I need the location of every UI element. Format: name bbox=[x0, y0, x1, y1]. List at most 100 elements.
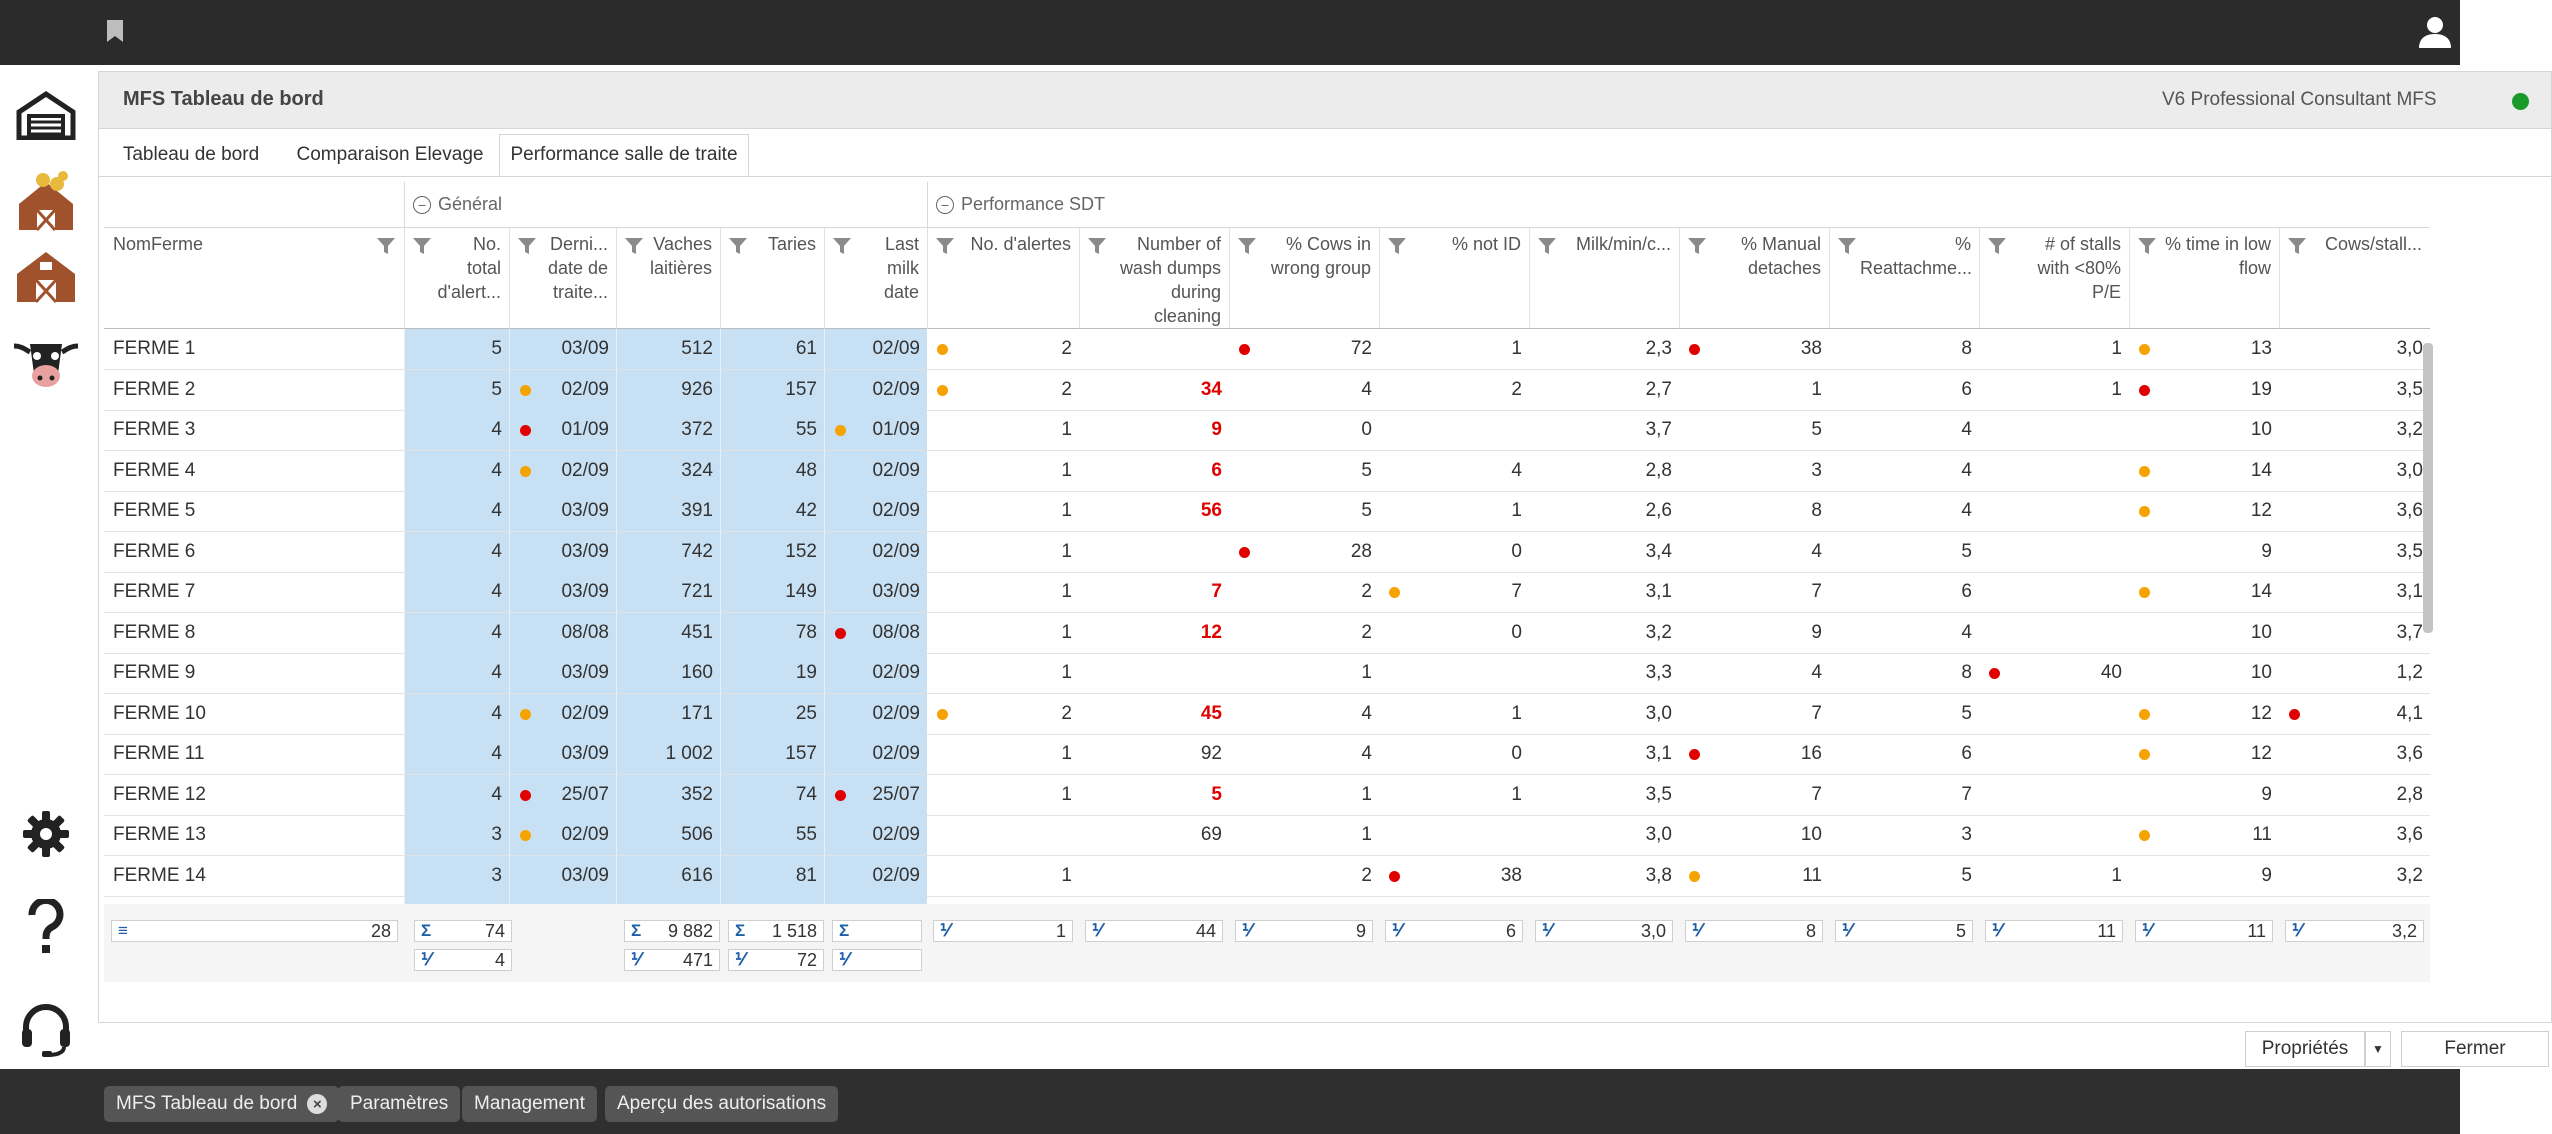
group-performance-sdt-label: Performance SDT bbox=[961, 194, 1106, 214]
table-row[interactable]: FERME 15302/093243502/0916313,1126114,6 bbox=[104, 896, 2430, 904]
filter-icon[interactable] bbox=[412, 236, 432, 262]
table-cell: 2 bbox=[927, 329, 1079, 369]
vertical-scrollbar[interactable] bbox=[2423, 343, 2433, 633]
column-header-label: No. total d'alert... bbox=[437, 234, 501, 302]
cell-value: 3,2 bbox=[1645, 621, 1672, 643]
column-header-2[interactable]: Derni... date de traite... bbox=[509, 228, 616, 329]
cell-value: 2,7 bbox=[1645, 378, 1672, 400]
filter-icon[interactable] bbox=[1087, 236, 1107, 262]
tab-performance-salle-de-traite[interactable]: Performance salle de traite bbox=[499, 134, 749, 176]
footer-avg-sdt-7: ⅟ 11 bbox=[1985, 920, 2123, 942]
column-header-15[interactable]: Cows/stall... bbox=[2279, 228, 2430, 329]
table-row[interactable]: FERME 6 4 03/09 742 152 02/09 1 28 0 3,4 4 5 9 3,5 bbox=[104, 531, 2430, 573]
cell-value: 157 bbox=[785, 743, 817, 764]
task-mfs-tableau-de-bord[interactable]: MFS Tableau de bord × bbox=[104, 1086, 340, 1122]
filter-icon[interactable] bbox=[2137, 236, 2157, 262]
table-cell: 4 bbox=[404, 693, 509, 734]
filter-icon[interactable] bbox=[517, 236, 537, 262]
table-row[interactable]: FERME 1 5 03/09 512 61 02/09 2 72 1 2,3 38 8 1 13 3,0 bbox=[104, 329, 2430, 370]
filter-icon[interactable] bbox=[935, 236, 955, 262]
cell-value: 12 bbox=[2250, 702, 2272, 724]
red-alert-dot bbox=[835, 627, 846, 639]
table-row[interactable]: FERME 8 4 08/08 451 78 08/08 1 12 2 0 3,2 9 4 10 3,7 bbox=[104, 612, 2430, 654]
tab-tableau-de-bord[interactable]: Tableau de bord bbox=[122, 144, 260, 165]
column-header-1[interactable]: No. total d'alert... bbox=[404, 228, 509, 329]
cell-value: 12 bbox=[2250, 500, 2272, 521]
cow-icon[interactable] bbox=[10, 325, 82, 397]
column-header-6[interactable]: No. d'alertes bbox=[927, 228, 1079, 329]
farm-icon[interactable] bbox=[10, 240, 82, 312]
average-icon: ⅟ bbox=[1242, 921, 1252, 940]
cell-value: 6 bbox=[1961, 581, 1972, 602]
table-cell: 12 bbox=[1679, 896, 1829, 904]
column-header-8[interactable]: % Cows in wrong group bbox=[1229, 228, 1379, 329]
table-row[interactable]: FERME 10 4 02/09 171 25 02/09 2 45 4 1 3,0 7 5 12 4,1 bbox=[104, 693, 2430, 735]
column-header-7[interactable]: Number of wash dumps during cleaning bbox=[1079, 228, 1229, 329]
table-row[interactable]: FERME 9 4 03/09 160 19 02/09 1 1 3,3 4 8 40 10 1,2 bbox=[104, 653, 2430, 694]
filter-icon[interactable] bbox=[728, 236, 748, 262]
farm-name-cell: FERME 3 bbox=[104, 410, 404, 450]
cell-value: 02/09 bbox=[561, 824, 609, 845]
filter-icon[interactable] bbox=[376, 236, 396, 262]
table-row[interactable]: FERME 14 3 03/09 616 81 02/09 1 2 38 3,8 11 5 1 9 3,2 bbox=[104, 855, 2430, 897]
properties-dropdown-button[interactable]: ▼ bbox=[2365, 1031, 2391, 1067]
group-performance-sdt[interactable]: − Performance SDT bbox=[927, 182, 2430, 227]
table-row[interactable]: FERME 2 5 02/09 926 157 02/09 2 34 4 2 2,7 1 6 1 19 3,5 bbox=[104, 369, 2430, 411]
gear-icon[interactable] bbox=[10, 798, 82, 870]
collapse-icon[interactable]: − bbox=[936, 195, 954, 214]
column-header-label: % time in low flow bbox=[2164, 234, 2271, 278]
column-header-4[interactable]: Taries bbox=[720, 228, 824, 329]
column-header-12[interactable]: % Reattachme... bbox=[1829, 228, 1979, 329]
filter-icon[interactable] bbox=[2287, 236, 2307, 262]
task-parametres[interactable]: Paramètres bbox=[338, 1086, 461, 1122]
column-header-10[interactable]: Milk/min/c... bbox=[1529, 228, 1679, 329]
filter-icon[interactable] bbox=[832, 236, 852, 262]
table-cell: 02/09 bbox=[509, 693, 616, 734]
column-header-0[interactable]: NomFerme bbox=[104, 228, 404, 329]
properties-button[interactable]: Propriétés bbox=[2245, 1031, 2365, 1067]
collapse-icon[interactable]: − bbox=[413, 195, 431, 214]
bookmark-icon[interactable] bbox=[106, 19, 124, 48]
table-row[interactable]: FERME 11 4 03/09 1 002 157 02/09 1 92 4 0 3,1 16 6 12… bbox=[104, 734, 2430, 775]
table-cell: 11 bbox=[1679, 856, 1829, 896]
filter-icon[interactable] bbox=[1687, 236, 1707, 262]
tab-comparaison-elevage[interactable]: Comparaison Elevage bbox=[296, 144, 484, 165]
filter-icon[interactable] bbox=[1837, 236, 1857, 262]
task-apercu-autorisations[interactable]: Aperçu des autorisations bbox=[605, 1086, 839, 1122]
barn-icon[interactable] bbox=[10, 79, 82, 151]
table-cell bbox=[1979, 815, 2129, 855]
red-alert-dot bbox=[835, 789, 846, 801]
cell-value: 1 bbox=[2111, 378, 2122, 400]
column-header-11[interactable]: % Manual detaches bbox=[1679, 228, 1829, 329]
table-row[interactable]: FERME 3 4 01/09 372 55 01/09 1 9 0 3,7 5 4 10 3,2 bbox=[104, 410, 2430, 451]
table-row[interactable]: FERME 12 4 25/07 352 74 25/07 1 5 1 1 3,5 7 7 9 2,8 bbox=[104, 774, 2430, 816]
cell-value: 02/09 bbox=[872, 338, 920, 359]
filter-icon[interactable] bbox=[1387, 236, 1407, 262]
filter-icon[interactable] bbox=[624, 236, 644, 262]
table-row[interactable]: FERME 5 4 03/09 391 42 02/09 1 56 5 1 2,6 8 4 12 3,6 bbox=[104, 491, 2430, 532]
column-header-9[interactable]: % not ID bbox=[1379, 228, 1529, 329]
user-icon[interactable] bbox=[2418, 16, 2452, 53]
column-header-5[interactable]: Last milk date bbox=[824, 228, 927, 329]
filter-icon[interactable] bbox=[1237, 236, 1257, 262]
close-button[interactable]: Fermer bbox=[2401, 1031, 2549, 1067]
task-management[interactable]: Management bbox=[462, 1086, 597, 1122]
table-row[interactable]: FERME 7 4 03/09 721 149 03/09 1 7 2 7 3,1 7 6 14 3,1 bbox=[104, 572, 2430, 613]
table-cell bbox=[1079, 856, 1229, 896]
help-icon[interactable] bbox=[10, 891, 82, 963]
orange-alert-dot bbox=[520, 830, 531, 841]
table-cell: 81 bbox=[720, 855, 824, 896]
group-general[interactable]: − Général bbox=[404, 182, 927, 227]
column-header-3[interactable]: Vaches laitières bbox=[616, 228, 720, 329]
filter-icon[interactable] bbox=[1987, 236, 2007, 262]
column-header-14[interactable]: % time in low flow bbox=[2129, 228, 2279, 329]
filter-icon[interactable] bbox=[1537, 236, 1557, 262]
column-header-13[interactable]: # of stalls with <80% P/E bbox=[1979, 228, 2129, 329]
close-icon[interactable]: × bbox=[307, 1094, 328, 1114]
cell-value: 506 bbox=[681, 824, 713, 845]
table-row[interactable]: FERME 13 3 02/09 506 55 02/09 69 1 3,0 10 3 11 3,6 bbox=[104, 815, 2430, 856]
support-headset-icon[interactable] bbox=[10, 993, 82, 1065]
table-row[interactable]: FERME 4 4 02/09 324 48 02/09 1 6 5 4 2,8 3 4 14 3,0 bbox=[104, 450, 2430, 492]
average-icon: ⅟ bbox=[631, 950, 641, 969]
farm-group-icon[interactable] bbox=[10, 165, 82, 237]
